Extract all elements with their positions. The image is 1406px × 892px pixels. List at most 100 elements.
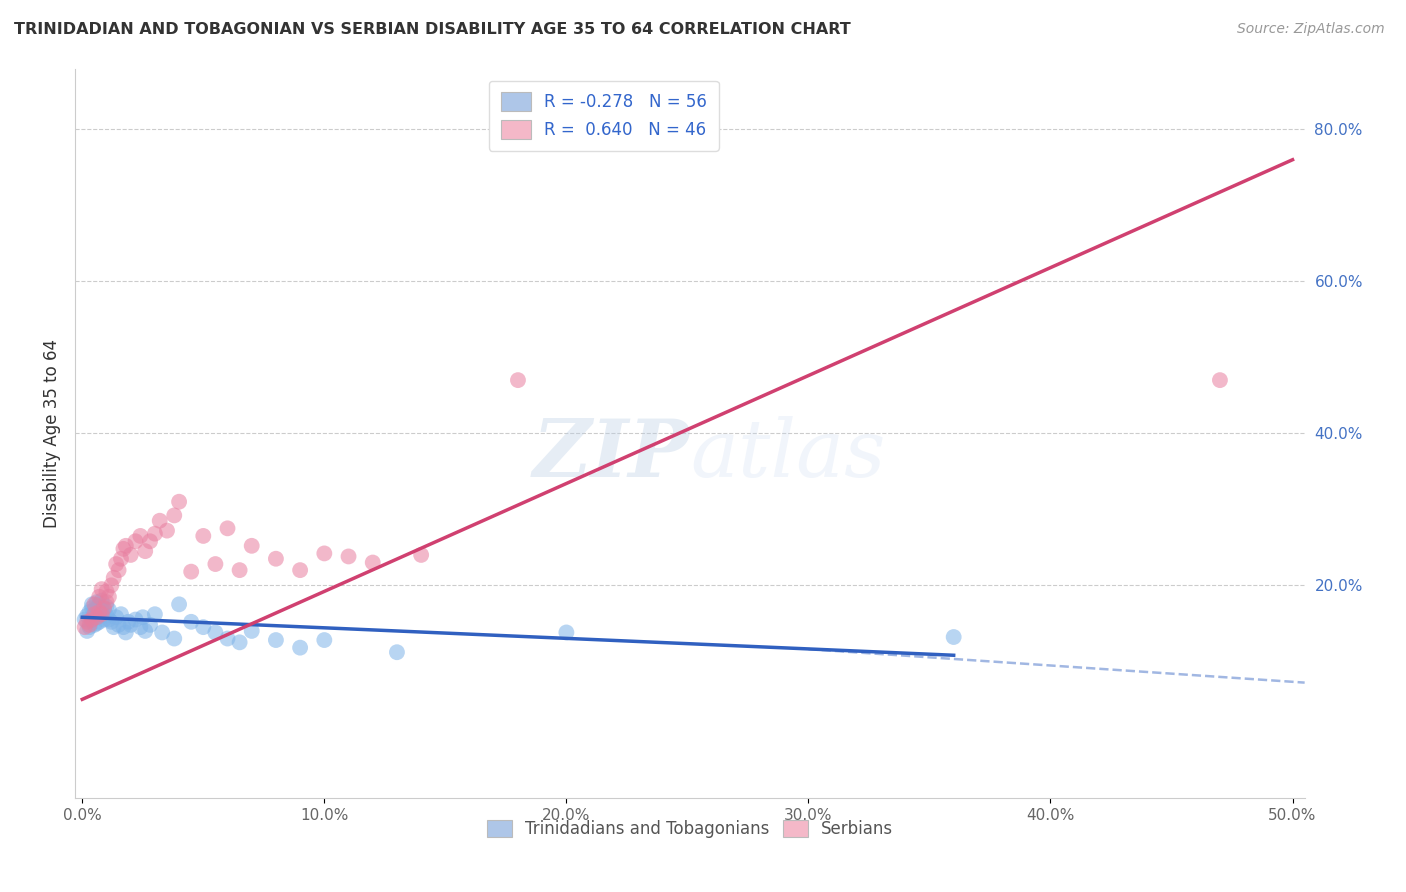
Point (139, 618, 162, 632)
Point (942, 630, 965, 644)
Point (105, 610, 128, 624)
Point (100, 578, 122, 592)
Point (100, 615, 122, 629)
Point (117, 615, 139, 629)
Point (337, 549, 360, 564)
Point (76, 624, 98, 638)
Point (79, 618, 101, 632)
Point (1209, 373, 1232, 387)
Point (83, 607, 105, 622)
Point (73, 620, 96, 634)
Point (124, 534, 146, 549)
Point (180, 615, 202, 629)
Point (96, 599, 118, 614)
Point (134, 624, 156, 638)
Point (314, 633, 336, 648)
Point (93, 613, 115, 627)
Point (143, 526, 166, 541)
Point (120, 548, 142, 562)
Point (156, 524, 179, 538)
Text: Source: ZipAtlas.com: Source: ZipAtlas.com (1237, 22, 1385, 37)
Point (90, 601, 112, 615)
Point (411, 548, 433, 562)
Point (204, 557, 226, 571)
Point (96, 584, 118, 599)
Point (506, 373, 529, 387)
Point (80, 598, 103, 612)
Text: ZIP: ZIP (533, 417, 690, 494)
Point (97, 590, 120, 604)
Point (80, 613, 103, 627)
Point (217, 632, 239, 646)
Point (110, 551, 132, 566)
Point (89, 615, 111, 629)
Point (361, 556, 384, 570)
Point (96, 608, 118, 623)
Point (76, 615, 98, 629)
Point (89, 605, 111, 619)
Point (129, 529, 152, 543)
Point (73, 613, 96, 627)
Point (103, 620, 125, 634)
Point (149, 514, 172, 528)
Point (105, 557, 128, 571)
Point (89, 598, 111, 612)
Point (90, 593, 112, 607)
Point (83, 598, 105, 612)
Legend: Trinidadians and Tobagonians, Serbians: Trinidadians and Tobagonians, Serbians (479, 813, 900, 845)
Point (96, 595, 118, 609)
Point (167, 494, 190, 508)
Point (86, 595, 108, 609)
Point (80, 613, 103, 627)
Point (163, 632, 186, 646)
Point (115, 625, 138, 640)
Point (86, 616, 108, 631)
Point (90, 582, 112, 596)
Point (555, 625, 578, 640)
Point (385, 645, 408, 659)
Point (314, 546, 336, 560)
Point (240, 624, 263, 638)
Point (79, 605, 101, 619)
Point (132, 610, 155, 624)
Point (180, 565, 202, 579)
Point (115, 539, 138, 553)
Point (86, 607, 108, 622)
Point (93, 601, 115, 615)
Point (89, 590, 111, 604)
Point (124, 613, 146, 627)
Point (83, 618, 105, 632)
Point (90, 608, 112, 623)
Point (110, 607, 132, 622)
Point (217, 521, 239, 535)
Point (264, 633, 287, 648)
Point (204, 625, 226, 640)
Point (193, 620, 215, 634)
Text: TRINIDADIAN AND TOBAGONIAN VS SERBIAN DISABILITY AGE 35 TO 64 CORRELATION CHART: TRINIDADIAN AND TOBAGONIAN VS SERBIAN DI… (14, 22, 851, 37)
Point (86, 610, 108, 624)
Point (143, 607, 166, 622)
Point (193, 529, 215, 543)
Point (264, 551, 287, 566)
Point (120, 618, 142, 632)
Point (103, 571, 125, 585)
Point (134, 544, 156, 558)
Point (107, 618, 129, 632)
Point (240, 539, 263, 553)
Point (112, 541, 135, 556)
Point (76, 608, 98, 623)
Point (107, 563, 129, 577)
Point (93, 602, 115, 616)
Point (97, 602, 120, 616)
Point (80, 601, 103, 615)
Point (288, 563, 311, 577)
Point (150, 625, 173, 640)
Text: atlas: atlas (690, 417, 886, 494)
Point (228, 563, 250, 577)
Point (129, 620, 152, 634)
Point (163, 508, 186, 523)
Point (89, 605, 111, 619)
Point (167, 598, 190, 612)
Point (228, 635, 250, 649)
Point (139, 534, 162, 549)
